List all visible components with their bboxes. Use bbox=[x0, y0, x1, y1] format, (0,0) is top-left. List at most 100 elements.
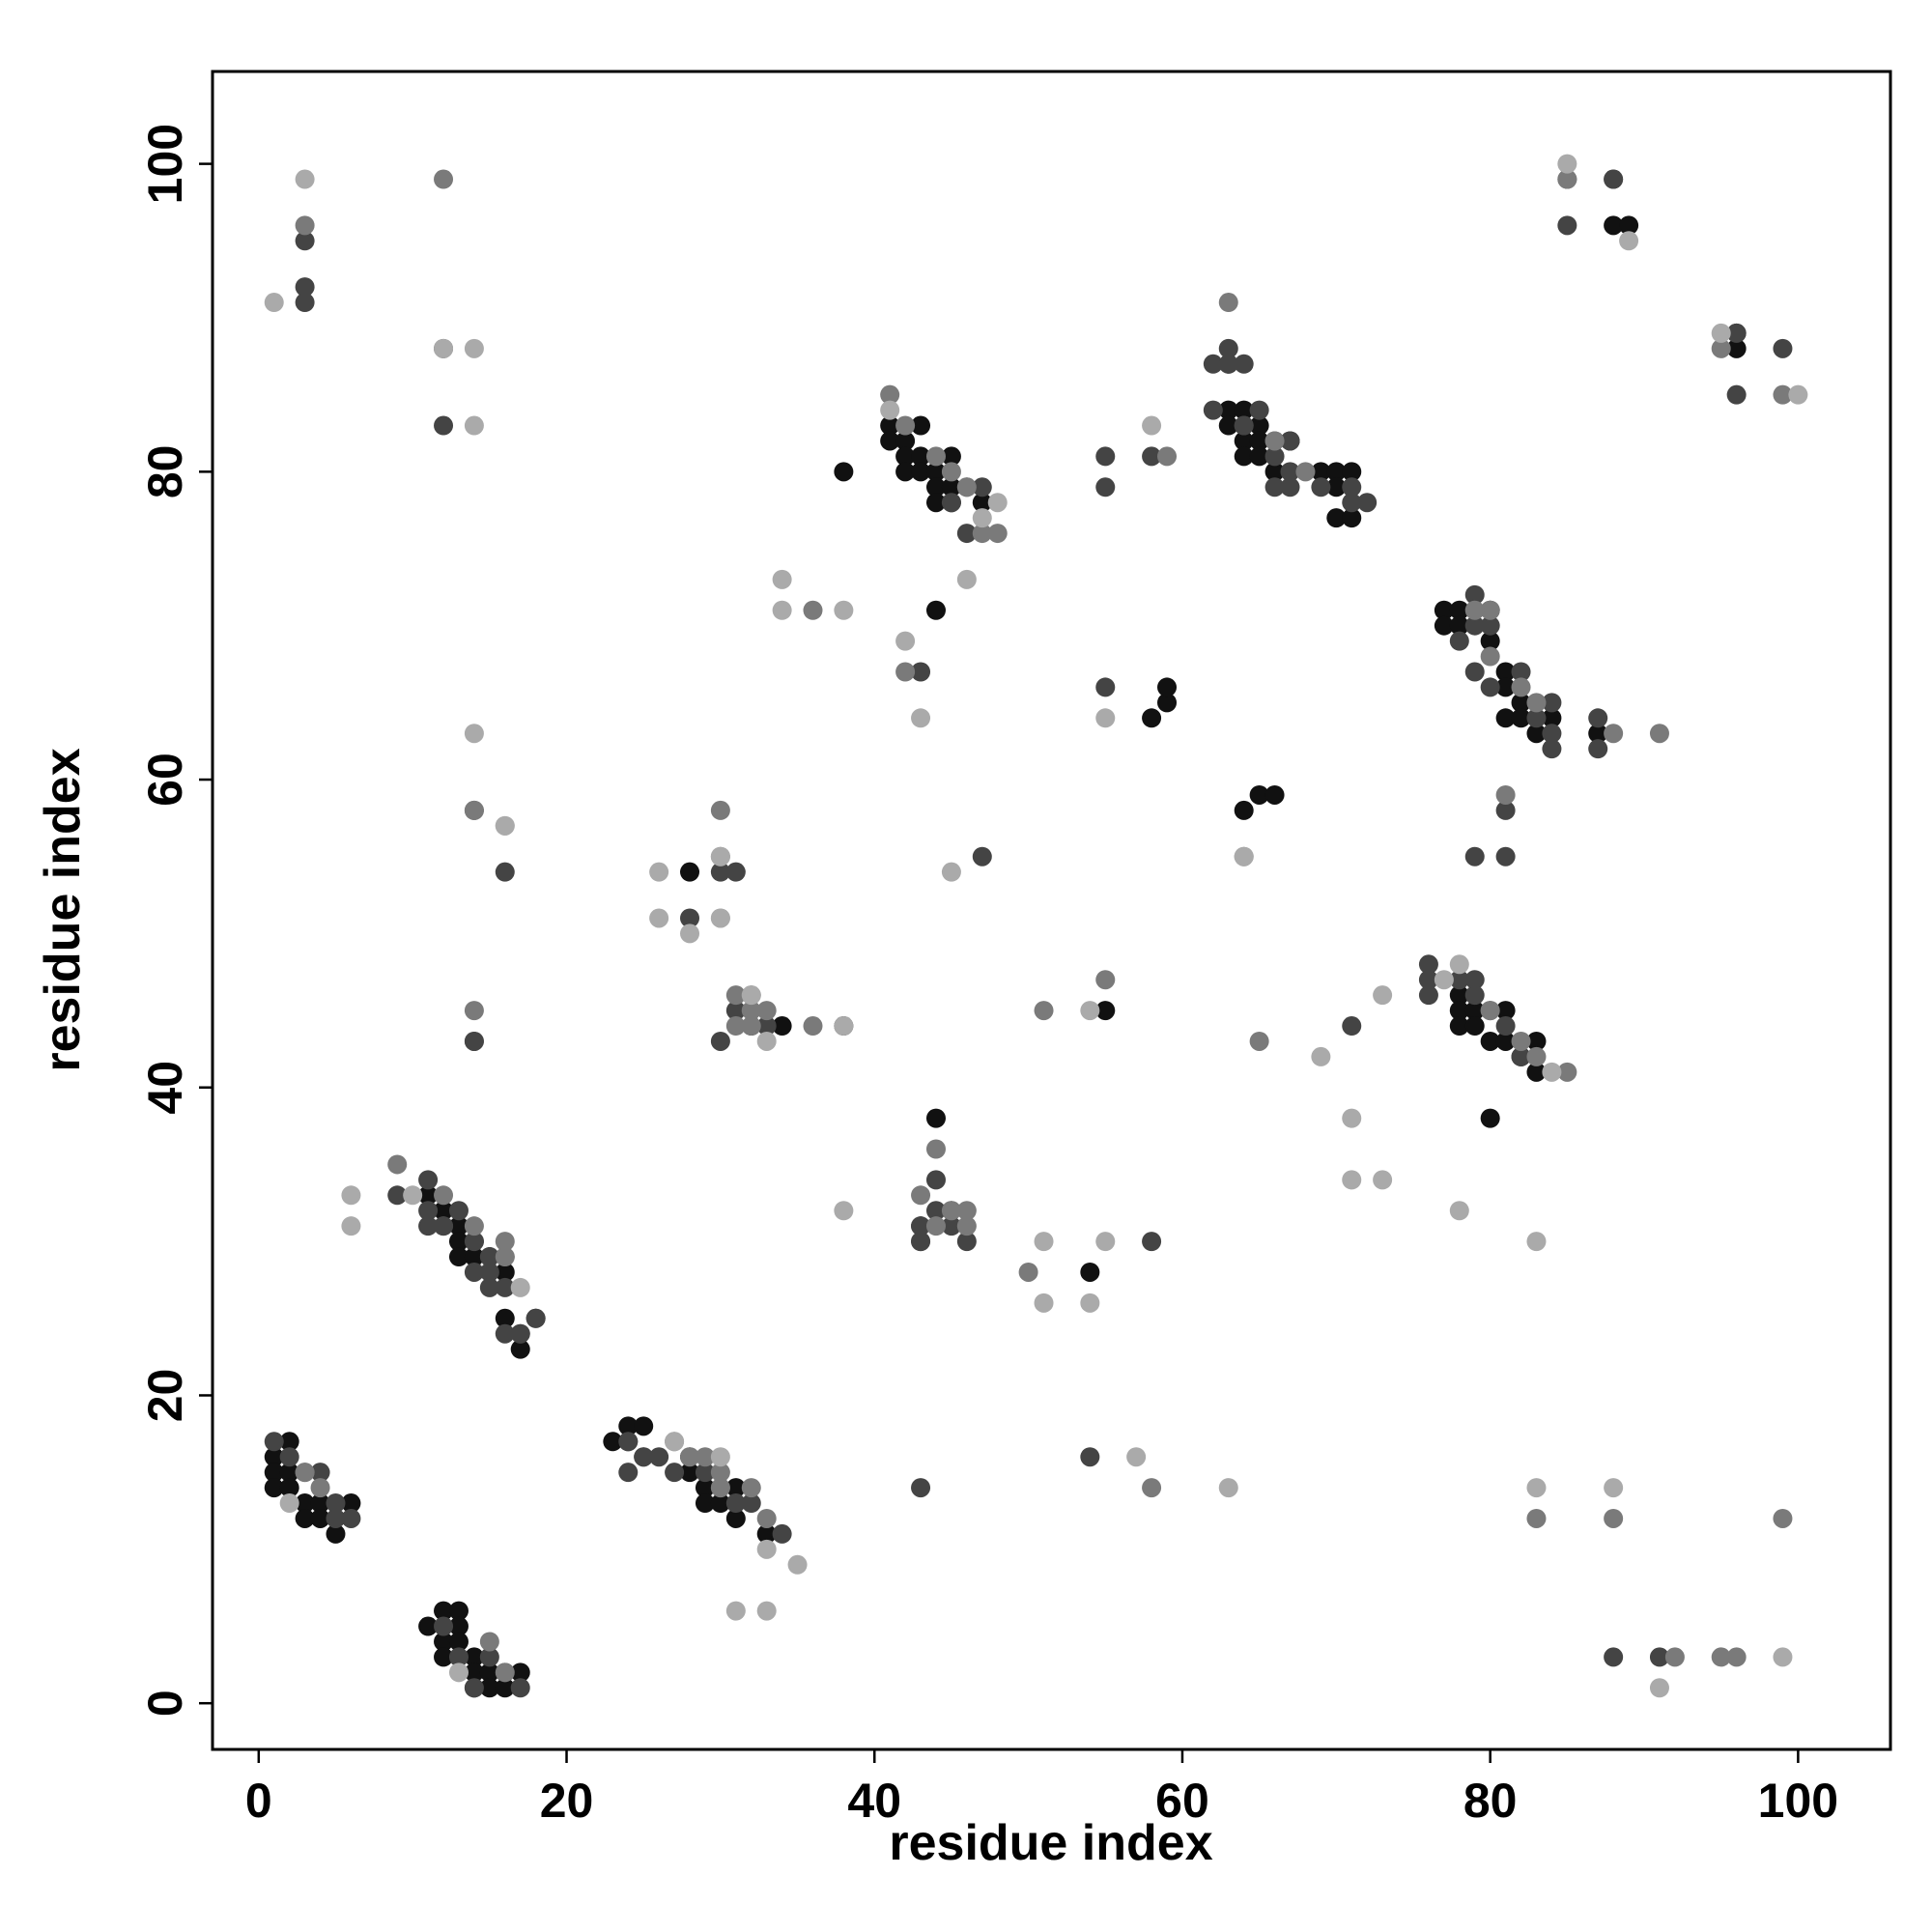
contact-point bbox=[464, 1031, 484, 1051]
contact-point bbox=[680, 1463, 700, 1483]
contact-point bbox=[1034, 1001, 1054, 1021]
contact-point bbox=[1773, 1508, 1793, 1528]
contact-point bbox=[510, 1678, 530, 1698]
contact-point bbox=[925, 1201, 946, 1221]
contact-point bbox=[1264, 446, 1285, 467]
contact-point bbox=[1726, 323, 1747, 343]
contact-point bbox=[495, 1678, 515, 1698]
contact-point bbox=[1449, 631, 1469, 651]
contact-point bbox=[264, 293, 284, 313]
contact-point bbox=[1342, 1016, 1362, 1037]
contact-point bbox=[972, 524, 992, 544]
contact-point bbox=[418, 1216, 439, 1236]
contact-point bbox=[834, 1016, 854, 1037]
contact-point bbox=[710, 1478, 730, 1498]
contact-point bbox=[1511, 1031, 1531, 1051]
contact-point bbox=[1726, 1647, 1747, 1667]
contact-point bbox=[1711, 1647, 1731, 1667]
contact-point bbox=[1588, 708, 1608, 728]
contact-point bbox=[448, 1662, 469, 1683]
contact-point bbox=[1234, 354, 1254, 374]
contact-point bbox=[1480, 646, 1500, 667]
contact-point bbox=[434, 1632, 454, 1652]
contact-point bbox=[1788, 384, 1808, 405]
contact-point bbox=[279, 1447, 299, 1467]
contact-point bbox=[495, 1232, 515, 1252]
contact-point bbox=[1588, 739, 1608, 759]
contact-point bbox=[895, 431, 916, 451]
contact-point bbox=[434, 1601, 454, 1621]
contact-point bbox=[1526, 1232, 1547, 1252]
contact-point bbox=[326, 1493, 346, 1514]
contact-point bbox=[911, 708, 931, 728]
contact-point bbox=[1526, 1031, 1547, 1051]
contact-point bbox=[1218, 354, 1238, 374]
contact-point bbox=[1480, 1108, 1500, 1128]
contact-point bbox=[1234, 400, 1254, 420]
contact-point bbox=[434, 415, 454, 436]
contact-point bbox=[710, 908, 730, 928]
contact-point bbox=[1373, 1170, 1393, 1190]
contact-point bbox=[972, 477, 992, 497]
x-tick-label: 100 bbox=[1758, 1774, 1838, 1828]
contact-point bbox=[725, 1478, 746, 1498]
contact-point bbox=[1449, 954, 1469, 975]
contact-point bbox=[464, 1232, 484, 1252]
contact-point bbox=[1480, 631, 1500, 651]
contact-point bbox=[756, 1001, 777, 1021]
contact-point bbox=[1342, 462, 1362, 482]
contact-point bbox=[756, 1508, 777, 1528]
contact-point bbox=[479, 1277, 499, 1297]
contact-point bbox=[665, 1432, 685, 1452]
contact-point bbox=[1511, 693, 1531, 713]
x-tick-label: 80 bbox=[1463, 1774, 1518, 1828]
contact-point bbox=[464, 1247, 484, 1267]
contact-point bbox=[326, 1508, 346, 1528]
contact-point bbox=[1095, 1232, 1116, 1252]
contact-point bbox=[479, 1262, 499, 1282]
contact-point bbox=[434, 1216, 454, 1236]
contact-point bbox=[448, 1632, 469, 1652]
contact-point bbox=[1557, 1062, 1577, 1082]
contact-point bbox=[725, 862, 746, 882]
contact-point bbox=[1464, 985, 1485, 1006]
contact-point bbox=[1542, 693, 1562, 713]
contact-point bbox=[880, 431, 900, 451]
contact-point bbox=[295, 1463, 315, 1483]
contact-point bbox=[1249, 415, 1269, 436]
contact-point bbox=[1649, 1647, 1669, 1667]
contact-point bbox=[1619, 231, 1639, 251]
contact-point bbox=[956, 1201, 977, 1221]
contact-point bbox=[1234, 800, 1254, 820]
contact-point bbox=[295, 169, 315, 189]
contact-point bbox=[448, 1601, 469, 1621]
contact-point bbox=[895, 446, 916, 467]
contact-point bbox=[526, 1308, 546, 1328]
contact-point bbox=[403, 1185, 423, 1206]
contact-point bbox=[1157, 446, 1178, 467]
contact-point bbox=[495, 815, 515, 836]
contact-point bbox=[1218, 400, 1238, 420]
contact-point bbox=[911, 446, 931, 467]
contact-point bbox=[418, 1185, 439, 1206]
contact-point bbox=[925, 477, 946, 497]
contact-point bbox=[756, 1031, 777, 1051]
contact-point bbox=[495, 1262, 515, 1282]
contact-point bbox=[1542, 724, 1562, 744]
contact-point bbox=[1249, 446, 1269, 467]
contact-point bbox=[434, 338, 454, 358]
contact-point bbox=[649, 908, 669, 928]
contact-point bbox=[418, 1201, 439, 1221]
contact-point bbox=[1526, 724, 1547, 744]
contact-point bbox=[479, 1647, 499, 1667]
contact-point bbox=[956, 1232, 977, 1252]
contact-point bbox=[1464, 600, 1485, 620]
contact-point bbox=[1434, 970, 1454, 990]
contact-point bbox=[603, 1432, 623, 1452]
contact-point bbox=[1142, 708, 1162, 728]
contact-point bbox=[895, 631, 916, 651]
x-tick-label: 40 bbox=[847, 1774, 901, 1828]
contact-point bbox=[1142, 1478, 1162, 1498]
contact-point bbox=[279, 1478, 299, 1498]
